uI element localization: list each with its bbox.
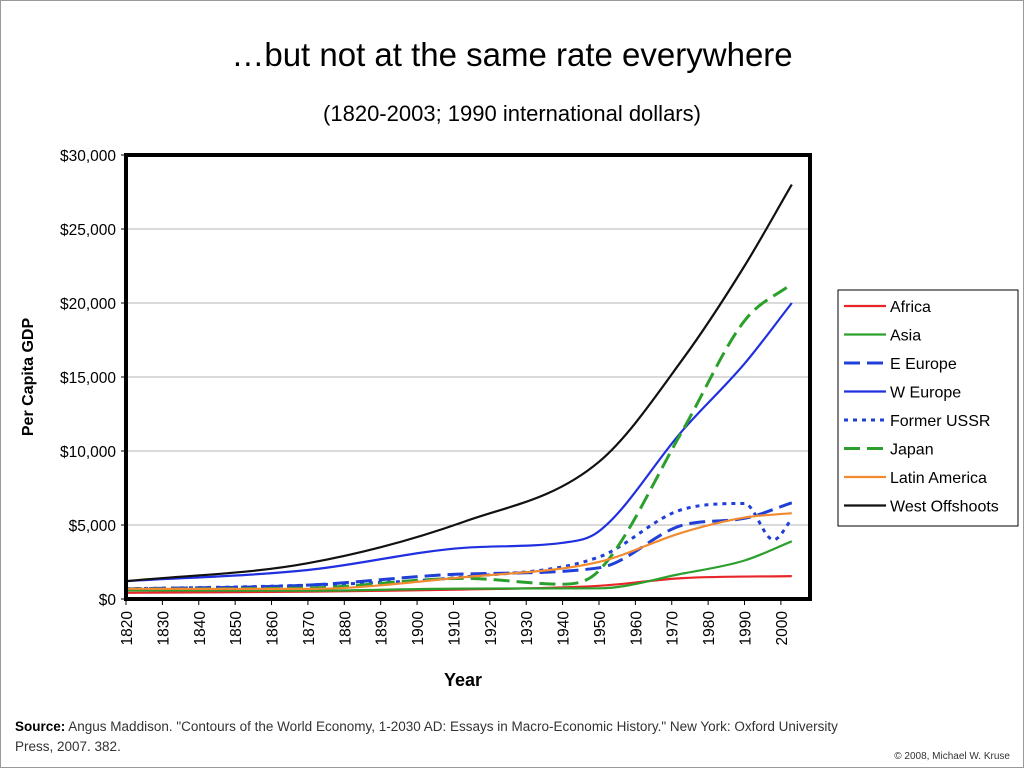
x-tick-label: 1920 [483, 611, 500, 646]
x-tick-label: 1940 [556, 611, 573, 646]
source-citation: Source: Angus Maddison. "Contours of the… [15, 717, 845, 757]
x-tick-label: 1980 [701, 611, 718, 646]
legend [837, 289, 1019, 527]
legend-label-latin-america: Latin America [890, 470, 987, 487]
source-label: Source: [15, 719, 66, 734]
legend-label-w-europe: W Europe [890, 385, 961, 402]
legend-label-former-ussr: Former USSR [890, 413, 990, 430]
y-tick-label: $5,000 [69, 518, 117, 535]
series-line-west-offshoots [125, 184, 793, 583]
series-line-former-ussr [125, 501, 793, 591]
legend-label-asia: Asia [890, 328, 921, 345]
x-tick-label: 1950 [592, 611, 609, 646]
y-tick-label: $10,000 [60, 444, 116, 461]
series-line-w-europe [125, 302, 793, 583]
source-text: Angus Maddison. "Contours of the World E… [15, 719, 838, 754]
copyright-notice: © 2008, Michael W. Kruse [894, 751, 1010, 762]
y-tick-label: $20,000 [60, 296, 116, 313]
x-tick-label: 1910 [446, 611, 463, 646]
legend-label-e-europe: E Europe [890, 356, 957, 373]
x-tick-label: 1850 [228, 611, 245, 646]
slide-title: …but not at the same rate everywhere [231, 36, 793, 73]
x-tick-label: 2000 [774, 611, 791, 646]
legend-label-japan: Japan [890, 442, 934, 459]
series-line-latin-america [125, 512, 792, 591]
y-tick-label: $0 [99, 592, 117, 609]
x-tick-label: 1900 [410, 611, 427, 646]
y-tick-label: $15,000 [60, 370, 116, 387]
legend-label-africa: Africa [890, 299, 931, 316]
x-tick-label: 1860 [265, 611, 282, 646]
y-tick-label: $30,000 [60, 148, 116, 165]
x-tick-label: 1820 [119, 611, 136, 646]
y-axis-title: Per Capita GDP [20, 318, 37, 437]
y-tick-label: $25,000 [60, 222, 116, 239]
x-tick-label: 1970 [665, 611, 682, 646]
slide-subtitle: (1820-2003; 1990 international dollars) [323, 101, 701, 126]
series-line-japan [125, 282, 793, 591]
x-tick-label: 1960 [628, 611, 645, 646]
x-tick-label: 1890 [374, 611, 391, 646]
x-tick-label: 1880 [337, 611, 354, 646]
legend-label-west-offshoots: West Offshoots [890, 499, 999, 516]
x-tick-label: 1870 [301, 611, 318, 646]
x-tick-label: 1840 [192, 611, 209, 646]
x-axis-title: Year [444, 670, 482, 690]
plot-frame [124, 153, 812, 601]
x-tick-label: 1990 [738, 611, 755, 646]
x-tick-label: 1830 [155, 611, 172, 646]
x-tick-label: 1930 [519, 611, 536, 646]
series-line-asia [125, 540, 793, 592]
